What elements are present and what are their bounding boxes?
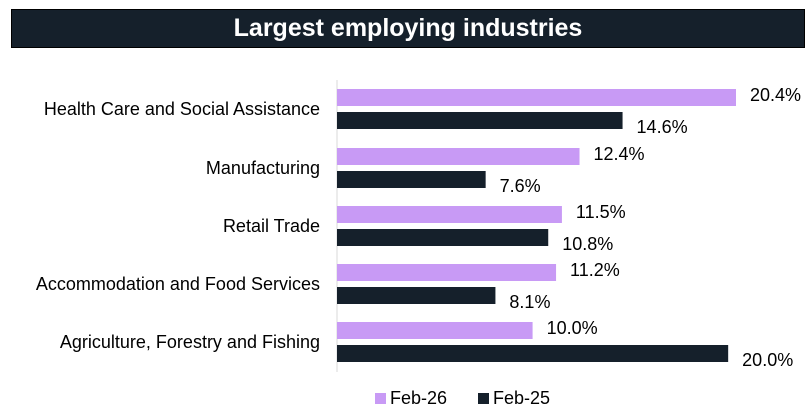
category-label-health-care-and-social-assistance: Health Care and Social Assistance (44, 99, 320, 119)
category-label-agriculture-forestry-and-fishing: Agriculture, Forestry and Fishing (60, 332, 320, 352)
legend: Feb-26 Feb-25 (0, 388, 805, 412)
bar-feb-25-agriculture-forestry-and-fishing (337, 345, 729, 362)
value-label-feb-25-retail-trade: 10.8% (562, 234, 613, 254)
value-label-feb-26-health-care-and-social-assistance: 20.4% (750, 85, 801, 105)
value-labels: 20.4% 14.6% 12.4% 7.6% 11.5% 10.8% 11.2% 8.1% 10… (500, 85, 801, 370)
legend-swatch-feb-26 (375, 393, 386, 404)
chart-title: Largest employing industries (11, 9, 805, 48)
value-label-feb-26-agriculture-forestry-and-fishing: 10.0% (547, 318, 598, 338)
bar-feb-26-accommodation-and-food-services (337, 264, 557, 281)
value-label-feb-25-accommodation-and-food-services: 8.1% (509, 292, 550, 312)
value-label-feb-26-manufacturing: 12.4% (594, 144, 645, 164)
value-label-feb-25-manufacturing: 7.6% (500, 176, 541, 196)
bar-feb-26-health-care-and-social-assistance (337, 89, 736, 106)
bar-feb-25-retail-trade (337, 229, 549, 246)
legend-label-feb-25: Feb-25 (493, 388, 551, 408)
category-label-accommodation-and-food-services: Accommodation and Food Services (36, 274, 320, 294)
legend-item-feb-26: Feb-26 (375, 388, 447, 409)
bar-feb-25-manufacturing (337, 171, 486, 188)
bar-feb-26-manufacturing (337, 148, 580, 165)
category-label-retail-trade: Retail Trade (223, 216, 320, 236)
bar-feb-25-accommodation-and-food-services (337, 287, 496, 304)
legend-label-feb-26: Feb-26 (390, 388, 448, 408)
value-label-feb-26-accommodation-and-food-services: 11.2% (570, 260, 620, 280)
bars (337, 89, 736, 362)
bar-feb-26-agriculture-forestry-and-fishing (337, 322, 533, 339)
value-label-feb-25-health-care-and-social-assistance: 14.6% (637, 117, 688, 137)
category-label-manufacturing: Manufacturing (206, 158, 320, 178)
bar-feb-26-retail-trade (337, 206, 562, 223)
value-label-feb-26-retail-trade: 11.5% (576, 202, 626, 222)
bar-feb-25-health-care-and-social-assistance (337, 112, 623, 129)
category-labels: Health Care and Social Assistance Manufac… (36, 99, 320, 352)
legend-swatch-feb-25 (478, 393, 489, 404)
value-label-feb-25-agriculture-forestry-and-fishing: 20.0% (742, 350, 793, 370)
legend-item-feb-25: Feb-25 (478, 388, 550, 409)
